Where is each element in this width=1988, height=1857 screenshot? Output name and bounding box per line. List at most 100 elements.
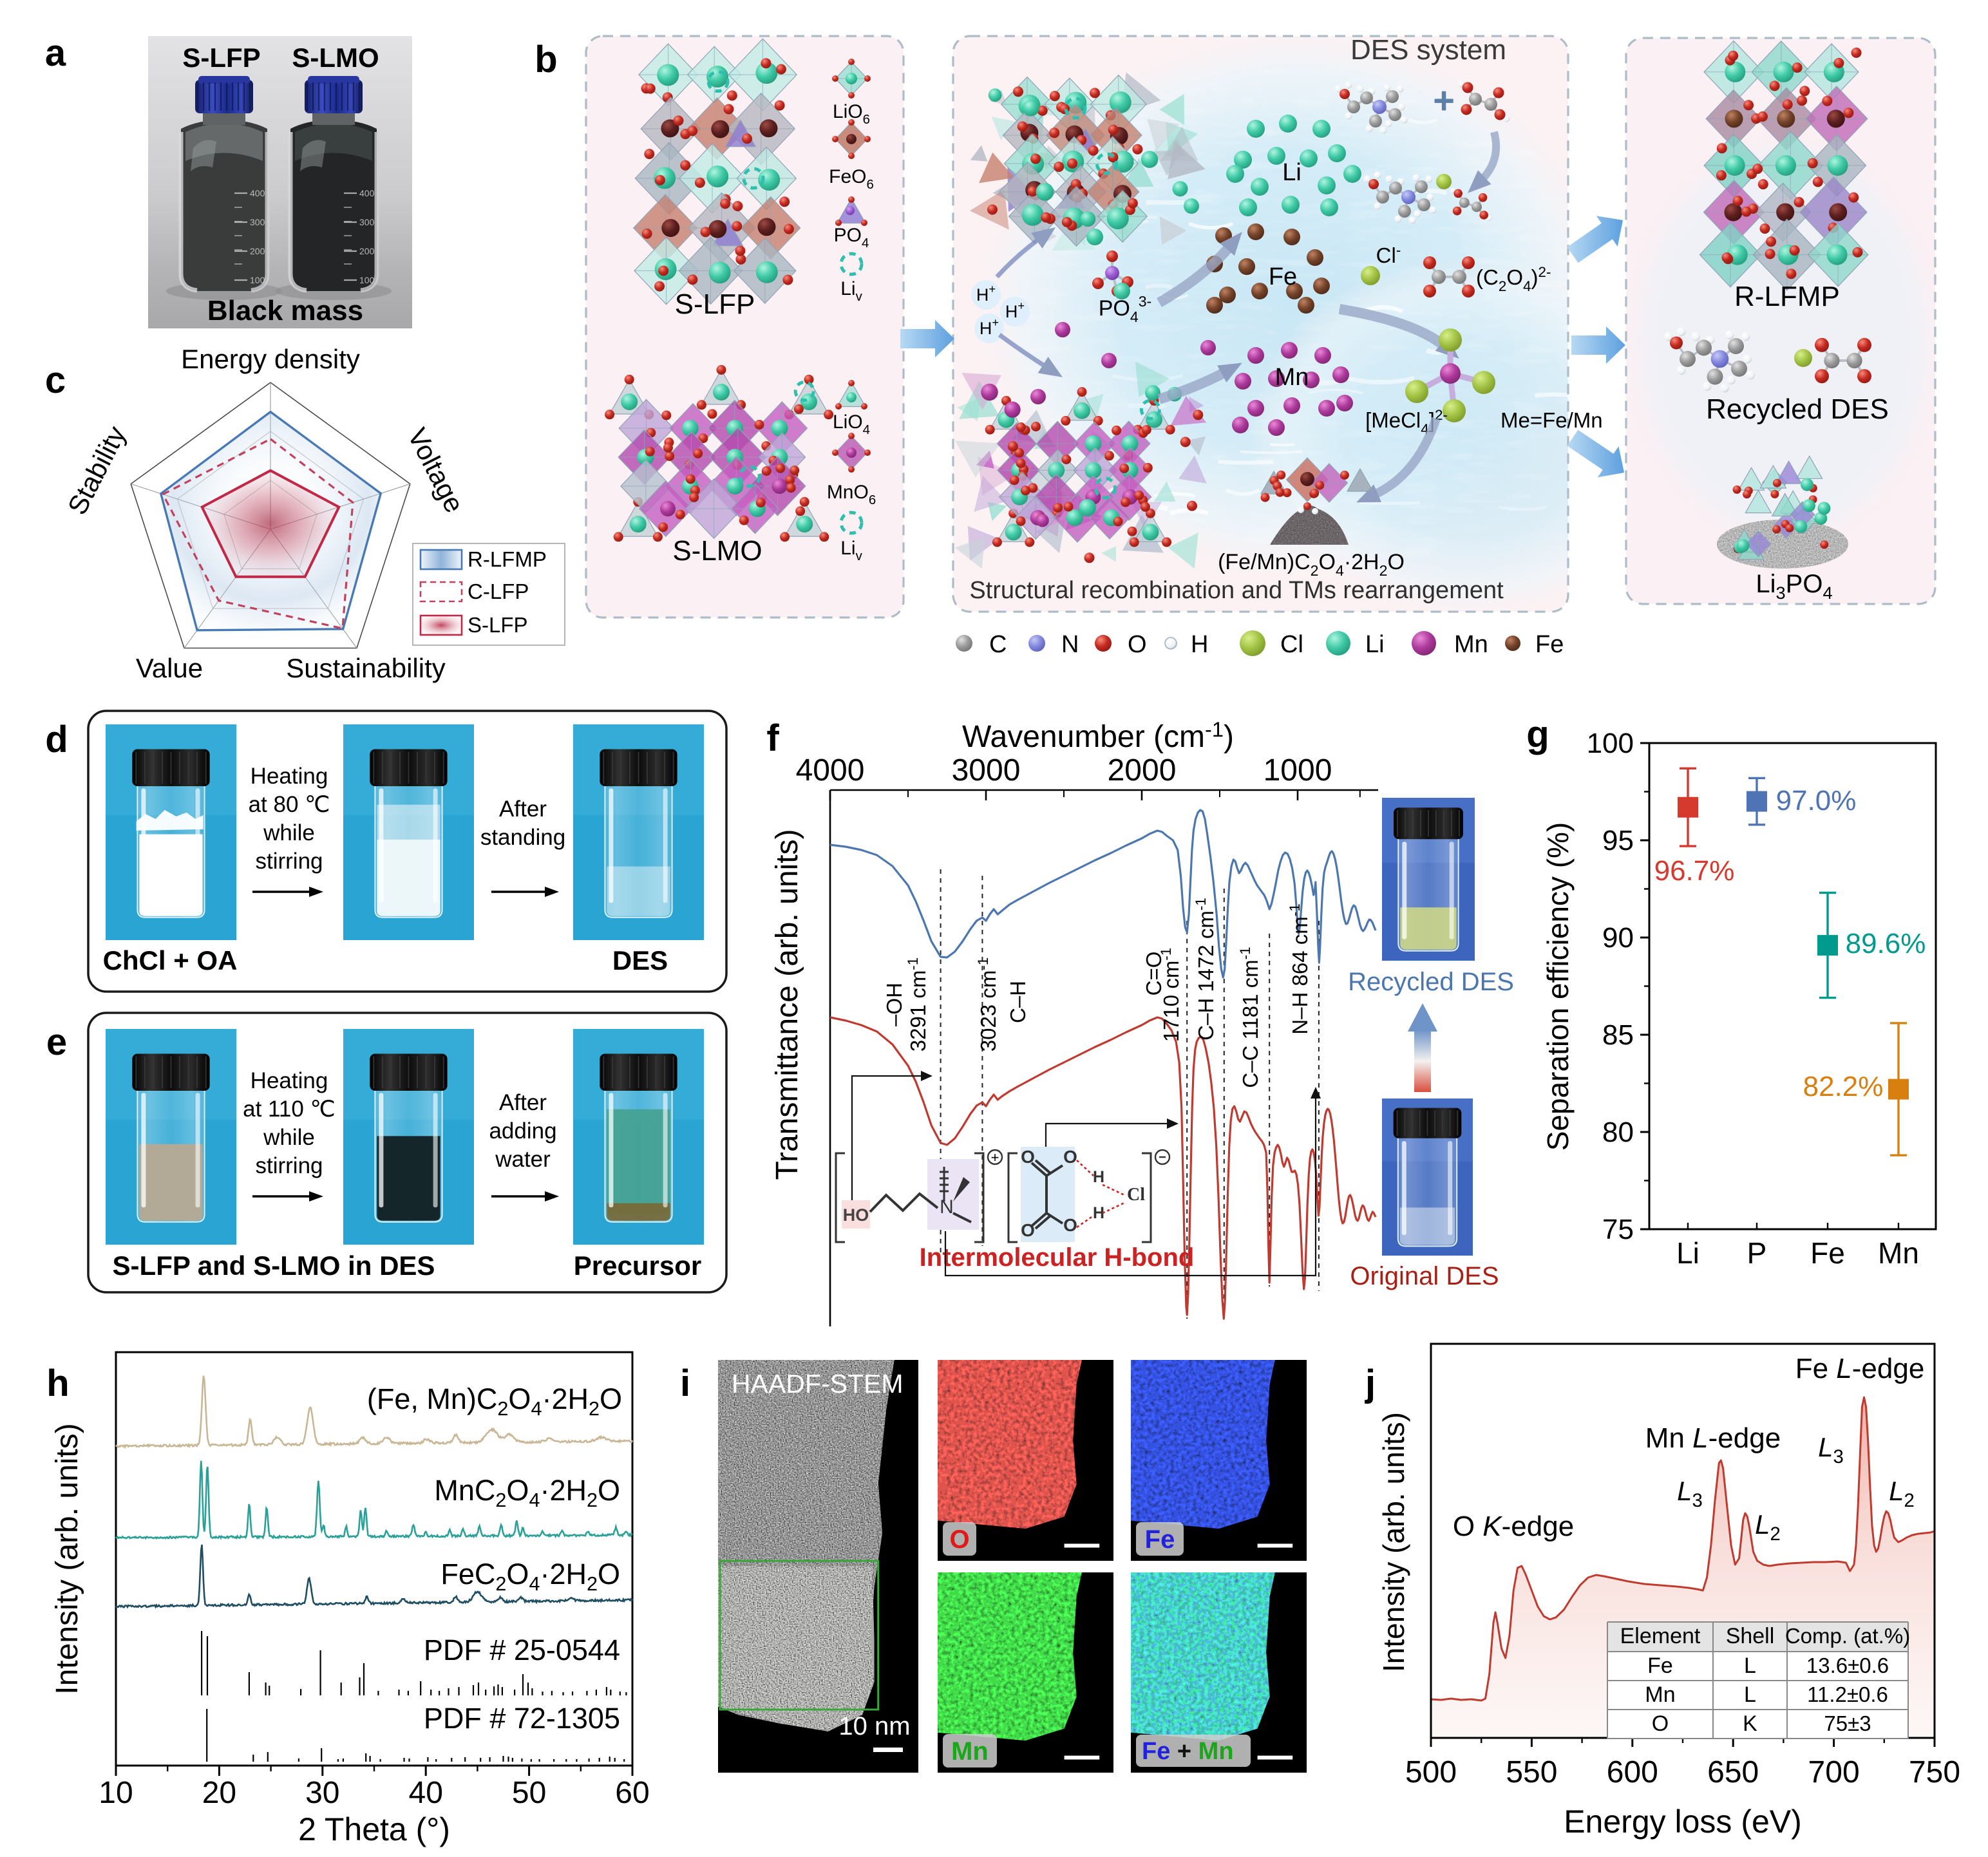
svg-text:Recycled DES: Recycled DES [1348,968,1514,996]
svg-text:100: 100 [1587,728,1634,759]
svg-text:600: 600 [1607,1755,1658,1789]
svg-text:Fe + Mn: Fe + Mn [1142,1738,1234,1765]
svg-text:R-LFMP: R-LFMP [468,547,547,571]
svg-text:Energy density: Energy density [181,344,360,374]
svg-text:97.0%: 97.0% [1776,785,1857,816]
svg-text:Li: Li [1676,1236,1699,1270]
svg-text:Intensity (arb. units): Intensity (arb. units) [1377,1412,1410,1672]
svg-text:10 nm: 10 nm [838,1712,910,1740]
svg-text:(Fe/Mn)C2O4·2H2O: (Fe/Mn)C2O4·2H2O [1218,550,1405,579]
svg-text:S-LMO: S-LMO [672,535,762,567]
svg-text:100: 100 [359,275,375,285]
svg-text:300: 300 [250,217,265,227]
svg-text:2 Theta (°): 2 Theta (°) [298,1811,450,1847]
svg-text:750: 750 [1909,1755,1960,1789]
svg-text:Shell: Shell [1726,1624,1775,1648]
svg-text:+: + [1433,80,1455,122]
svg-text:550: 550 [1506,1755,1557,1789]
svg-text:500: 500 [1405,1755,1457,1789]
svg-text:L2: L2 [1889,1476,1915,1511]
svg-text:h: h [46,1362,69,1404]
svg-text:O: O [1128,631,1147,658]
svg-text:while: while [263,820,315,845]
svg-text:O: O [1063,1147,1077,1167]
svg-text:Fe: Fe [1647,1654,1673,1678]
svg-text:C-LFP: C-LFP [468,580,529,603]
svg-text:a: a [45,32,66,74]
svg-text:2000: 2000 [1108,753,1177,787]
svg-text:10: 10 [99,1776,133,1810]
svg-text:85: 85 [1602,1019,1634,1051]
svg-text:S-LFP and S-LMO in DES: S-LFP and S-LMO in DES [113,1250,435,1281]
svg-text:L3: L3 [1677,1476,1703,1511]
svg-text:Fe: Fe [1145,1525,1175,1554]
svg-text:Black mass: Black mass [207,295,363,326]
svg-text:stirring: stirring [255,849,323,874]
svg-text:g: g [1526,713,1549,755]
svg-text:3291 cm-1: 3291 cm-1 [905,957,930,1052]
svg-text:C–H: C–H [1006,981,1030,1023]
svg-text:standing: standing [480,825,565,850]
svg-text:Me=Fe/Mn: Me=Fe/Mn [1500,408,1603,432]
svg-text:1710 cm-1: 1710 cm-1 [1158,948,1183,1042]
svg-text:S-LFP: S-LFP [675,288,755,320]
svg-text:c: c [45,359,66,401]
svg-text:C–H 1472 cm-1: C–H 1472 cm-1 [1193,898,1218,1041]
svg-text:Value: Value [136,653,203,683]
svg-text:Recycled DES: Recycled DES [1706,393,1889,425]
svg-text:Fe: Fe [1535,631,1564,658]
svg-text:O: O [1021,1220,1035,1240]
svg-text:i: i [680,1362,690,1404]
svg-text:at 80 ℃: at 80 ℃ [249,792,330,817]
svg-text:90: 90 [1602,922,1634,954]
svg-text:Cl: Cl [1280,631,1303,658]
svg-text:11.2±0.6: 11.2±0.6 [1807,1683,1888,1706]
svg-text:adding: adding [489,1118,556,1144]
svg-text:R-LFMP: R-LFMP [1734,281,1840,312]
svg-text:Li: Li [1365,631,1385,658]
svg-text:650: 650 [1707,1755,1759,1789]
svg-text:stirring: stirring [255,1153,323,1178]
svg-text:Mn: Mn [1645,1683,1675,1707]
svg-text:H: H [1093,1168,1104,1186]
svg-text:HAADF-STEM: HAADF-STEM [732,1369,904,1399]
svg-text:Fe L-edge: Fe L-edge [1795,1353,1925,1384]
svg-text:400: 400 [250,188,265,198]
svg-text:Mn: Mn [1878,1236,1919,1270]
svg-text:d: d [45,719,68,760]
svg-text:L: L [1744,1683,1756,1707]
svg-text:Element: Element [1620,1624,1701,1648]
svg-text:f: f [766,717,779,759]
svg-text:Heating: Heating [251,1068,328,1093]
svg-text:Mn: Mn [1454,631,1488,658]
svg-text:60: 60 [615,1776,649,1810]
svg-text:P: P [1747,1236,1767,1270]
svg-text:300: 300 [359,217,375,227]
svg-text:at 110 ℃: at 110 ℃ [243,1097,336,1122]
svg-text:b: b [535,39,557,80]
svg-text:C–C 1181 cm-1: C–C 1181 cm-1 [1237,947,1262,1088]
svg-text:DES system: DES system [1350,34,1506,66]
svg-text:3023 cm-1: 3023 cm-1 [975,957,1000,1052]
svg-text:Mn: Mn [1275,364,1309,391]
svg-text:H: H [1093,1204,1104,1222]
svg-text:200: 200 [359,246,375,256]
svg-text:L3: L3 [1818,1432,1844,1467]
svg-text:C: C [989,631,1007,658]
svg-text:30: 30 [305,1776,339,1810]
svg-text:S-LFP: S-LFP [182,42,260,73]
svg-text:S-LMO: S-LMO [292,42,379,73]
svg-text:20: 20 [202,1776,236,1810]
svg-text:(Fe, Mn)C2O4·2H2O: (Fe, Mn)C2O4·2H2O [367,1382,622,1420]
svg-text:e: e [46,1021,67,1063]
svg-text:After: After [499,797,547,822]
svg-text:HO: HO [843,1205,869,1225]
svg-text:Intermolecular H-bond: Intermolecular H-bond [920,1243,1195,1272]
svg-text:75: 75 [1602,1214,1634,1245]
svg-text:L: L [1744,1654,1756,1678]
svg-text:200: 200 [250,246,265,256]
svg-text:O: O [1652,1711,1669,1736]
svg-text:Structural recombination and T: Structural recombination and TMs rearran… [969,577,1504,604]
svg-text:water: water [495,1147,551,1172]
svg-text:N–H 864 cm-1: N–H 864 cm-1 [1287,903,1312,1034]
